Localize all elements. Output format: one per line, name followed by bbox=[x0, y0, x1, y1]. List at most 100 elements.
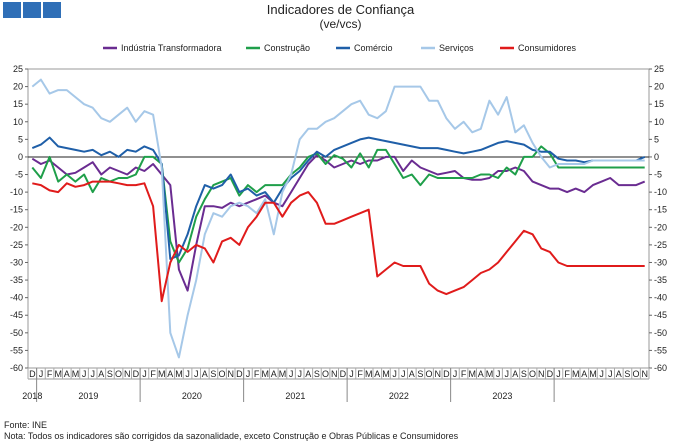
y-tick-label-left: 15 bbox=[13, 99, 23, 109]
x-month-label: A bbox=[202, 369, 208, 379]
legend-label: Serviços bbox=[439, 43, 474, 53]
series-line bbox=[31, 154, 646, 292]
x-month-label: O bbox=[426, 369, 433, 379]
x-month-label: J bbox=[504, 369, 509, 379]
y-tick-label-right: -5 bbox=[654, 170, 662, 180]
y-tick-label-left: -45 bbox=[10, 310, 23, 320]
x-month-label: N bbox=[331, 369, 338, 379]
x-month-label: A bbox=[616, 369, 622, 379]
x-month-label: A bbox=[271, 369, 277, 379]
x-month-label: D bbox=[29, 369, 36, 379]
x-month-label: A bbox=[374, 369, 380, 379]
y-tick-label-right: -35 bbox=[654, 275, 667, 285]
x-month-label: N bbox=[434, 369, 441, 379]
footnote: Nota: Todos os indicadores são corrigido… bbox=[4, 431, 459, 441]
x-month-label: S bbox=[521, 369, 527, 379]
x-month-label: S bbox=[314, 369, 320, 379]
y-tick-label-left: -55 bbox=[10, 345, 23, 355]
x-month-label: A bbox=[581, 369, 587, 379]
x-month-label: J bbox=[142, 369, 147, 379]
series-line bbox=[32, 180, 645, 303]
x-year-label: 2019 bbox=[78, 391, 98, 401]
series-line bbox=[31, 145, 645, 264]
ine-logo bbox=[3, 2, 61, 18]
y-tick-label-left: -30 bbox=[10, 257, 23, 267]
x-month-label: M bbox=[158, 369, 166, 379]
x-month-label: F bbox=[254, 369, 260, 379]
y-tick-label-left: -15 bbox=[10, 205, 23, 215]
x-month-label: J bbox=[297, 369, 302, 379]
x-month-label: D bbox=[443, 369, 450, 379]
chart-title: Indicadores de Confiança bbox=[266, 2, 415, 17]
x-month-label: M bbox=[382, 369, 390, 379]
x-month-label: S bbox=[107, 369, 113, 379]
x-month-label: F bbox=[47, 369, 53, 379]
x-year-label: 2021 bbox=[285, 391, 305, 401]
x-month-label: S bbox=[417, 369, 423, 379]
x-month-label: M bbox=[468, 369, 476, 379]
x-year-label: 2018 bbox=[22, 391, 42, 401]
x-month-label: M bbox=[365, 369, 373, 379]
x-month-label: M bbox=[261, 369, 269, 379]
x-month-label: D bbox=[547, 369, 554, 379]
x-month-label: J bbox=[39, 369, 44, 379]
y-tick-label-right: -50 bbox=[654, 328, 667, 338]
y-tick-label-right: 20 bbox=[654, 82, 664, 92]
x-month-label: M bbox=[175, 369, 183, 379]
y-tick-label-right: -15 bbox=[654, 205, 667, 215]
y-tick-label-left: -25 bbox=[10, 240, 23, 250]
y-tick-label-right: 25 bbox=[654, 64, 664, 74]
y-tick-label-right: -30 bbox=[654, 257, 667, 267]
y-tick-label-left: -60 bbox=[10, 363, 23, 373]
y-tick-label-left: 0 bbox=[18, 152, 23, 162]
x-month-label: M bbox=[486, 369, 494, 379]
x-month-label: M bbox=[572, 369, 580, 379]
x-month-label: J bbox=[349, 369, 354, 379]
x-month-label: N bbox=[227, 369, 234, 379]
y-tick-label-left: -50 bbox=[10, 328, 23, 338]
y-tick-label-right: 15 bbox=[654, 99, 664, 109]
x-month-label: O bbox=[529, 369, 536, 379]
x-month-label: F bbox=[461, 369, 467, 379]
x-month-label: M bbox=[589, 369, 597, 379]
x-month-label: J bbox=[453, 369, 458, 379]
x-month-label: O bbox=[322, 369, 329, 379]
y-tick-label-right: -25 bbox=[654, 240, 667, 250]
x-month-label: S bbox=[624, 369, 630, 379]
y-tick-label-left: -10 bbox=[10, 187, 23, 197]
x-month-label: A bbox=[478, 369, 484, 379]
source-note: Fonte: INE bbox=[4, 420, 48, 430]
x-month-label: A bbox=[409, 369, 415, 379]
x-year-label: 2023 bbox=[492, 391, 512, 401]
x-year-label: 2022 bbox=[389, 391, 409, 401]
y-tick-label-right: -10 bbox=[654, 187, 667, 197]
y-tick-label-right: 10 bbox=[654, 117, 664, 127]
x-month-label: O bbox=[219, 369, 226, 379]
x-month-label: J bbox=[246, 369, 251, 379]
x-month-label: J bbox=[289, 369, 294, 379]
x-month-label: F bbox=[150, 369, 156, 379]
legend-label: Comércio bbox=[354, 43, 393, 53]
legend-label: Consumidores bbox=[518, 43, 577, 53]
x-month-label: J bbox=[401, 369, 406, 379]
series-line bbox=[31, 136, 646, 260]
x-month-label: F bbox=[564, 369, 570, 379]
y-tick-label-left: -35 bbox=[10, 275, 23, 285]
legend-label: Indústria Transformadora bbox=[121, 43, 222, 53]
x-month-label: J bbox=[496, 369, 501, 379]
x-month-label: J bbox=[556, 369, 561, 379]
y-tick-label-left: -20 bbox=[10, 222, 23, 232]
x-month-label: A bbox=[512, 369, 518, 379]
y-tick-label-left: 25 bbox=[13, 64, 23, 74]
x-month-label: O bbox=[633, 369, 640, 379]
x-month-label: J bbox=[599, 369, 604, 379]
x-month-label: N bbox=[124, 369, 131, 379]
x-month-label: S bbox=[210, 369, 216, 379]
x-month-label: M bbox=[54, 369, 62, 379]
x-month-label: D bbox=[133, 369, 140, 379]
y-tick-label-left: -5 bbox=[15, 170, 23, 180]
x-month-label: J bbox=[185, 369, 190, 379]
x-month-label: J bbox=[82, 369, 87, 379]
x-month-label: D bbox=[236, 369, 243, 379]
y-tick-label-right: -60 bbox=[654, 363, 667, 373]
